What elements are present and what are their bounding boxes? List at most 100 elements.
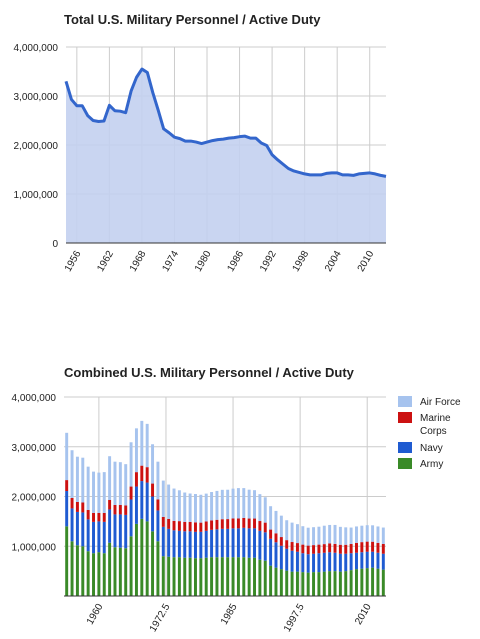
chart2-bar-marine-corps: [151, 483, 155, 497]
chart2-bar-navy: [188, 531, 192, 558]
chart2-bar-army: [140, 518, 144, 596]
chart2-bar-marine-corps: [312, 545, 316, 554]
chart2-bar-air-force: [312, 527, 316, 546]
chart2-bar-navy: [279, 545, 283, 570]
chart2-bar-navy: [199, 531, 203, 559]
chart2-bar-air-force: [65, 432, 69, 481]
chart1-x-tick-label: 1986: [226, 249, 247, 274]
chart2-bar-navy: [338, 553, 342, 572]
chart2-bar-army: [328, 571, 332, 596]
chart2-bar-marine-corps: [263, 522, 267, 533]
chart2-bar-air-force: [274, 510, 278, 534]
chart1-y-tick-label: 0: [52, 239, 58, 250]
chart2-bar-marine-corps: [338, 544, 342, 554]
chart2-bar-navy: [183, 531, 187, 558]
chart2-bar-air-force: [210, 492, 214, 521]
chart2-bar-air-force: [355, 526, 358, 543]
chart2-bar-air-force: [86, 466, 90, 510]
chart2-bar-air-force: [381, 527, 385, 544]
chart2-bar-army: [285, 570, 289, 596]
chart2-bar-army: [145, 521, 149, 596]
chart2-bar-marine-corps: [65, 480, 69, 492]
chart2-bar-marine-corps: [253, 518, 256, 529]
chart2-bar-marine-corps: [134, 472, 138, 487]
chart2-bar-marine-corps: [113, 504, 117, 515]
chart2-y-tick-label: 3,000,000: [12, 443, 57, 454]
chart2-bar-air-force: [188, 493, 192, 522]
chart2-bar-marine-corps: [328, 543, 332, 553]
chart2-bar-army: [210, 557, 214, 596]
chart2-bar-army: [376, 568, 380, 596]
chart1-x-tick-label: 1974: [160, 249, 181, 274]
chart2-bar-air-force: [75, 456, 79, 502]
chart2-bar-army: [231, 557, 235, 596]
chart2-bar-army: [306, 572, 310, 596]
chart2-bar-air-force: [118, 462, 122, 505]
chart2-bar-army: [258, 559, 262, 596]
chart2-bar-navy: [118, 514, 122, 548]
chart1-x-tick-label: 1962: [95, 249, 116, 274]
chart2-bar-navy: [204, 530, 208, 558]
chart2-bar-navy: [355, 552, 358, 570]
chart2-bar-navy: [236, 528, 240, 558]
chart2-bar-marine-corps: [188, 521, 192, 532]
chart2-bar-marine-corps: [220, 519, 224, 529]
chart2-bar-navy: [231, 528, 235, 558]
chart2-bar-army: [183, 557, 187, 596]
chart2-bar-marine-corps: [236, 518, 240, 529]
chart2-bar-marine-corps: [118, 504, 122, 515]
chart2-bar-army: [247, 557, 251, 596]
chart2-bar-navy: [226, 528, 230, 558]
chart2-bar-air-force: [242, 488, 246, 518]
chart2-bar-army: [65, 526, 69, 596]
chart2-bar-marine-corps: [194, 522, 197, 532]
chart2-bar-marine-corps: [226, 519, 230, 529]
chart2-legend-swatch: [398, 396, 412, 407]
chart1-y-tick-label: 3,000,000: [14, 92, 59, 103]
chart2-legend-swatch: [398, 442, 412, 453]
chart2-bar-navy: [102, 521, 106, 554]
chart2-bar-navy: [220, 528, 224, 558]
chart2-bar-air-force: [145, 423, 149, 468]
chart2-bar-air-force: [151, 444, 155, 484]
chart2-bar-army: [129, 536, 133, 596]
chart2-bar-navy: [215, 529, 219, 558]
chart2-bar-marine-corps: [258, 521, 262, 531]
chart1-x-tick-label: 1956: [63, 249, 84, 274]
chart2-bar-army: [134, 523, 138, 596]
chart2-bar-air-force: [258, 494, 262, 522]
chart2-bar-air-force: [199, 494, 203, 523]
chart2-bar-navy: [65, 491, 69, 527]
chart2-bar-marine-corps: [279, 537, 283, 546]
chart2-bar-marine-corps: [349, 543, 353, 554]
chart2-bar-air-force: [81, 457, 85, 503]
chart2-legend-label: Air Force: [420, 397, 461, 408]
chart2-bar-marine-corps: [295, 543, 299, 552]
chart2-bar-navy: [81, 512, 85, 547]
chart2-bar-navy: [70, 508, 74, 542]
chart2-bar-air-force: [263, 497, 267, 523]
chart2-bar-marine-corps: [172, 520, 176, 531]
chart2-title: Combined U.S. Military Personnel / Activ…: [64, 365, 354, 380]
chart2-bar-army: [215, 557, 219, 596]
chart2-bar-air-force: [338, 526, 342, 545]
chart2-legend-swatch: [398, 412, 412, 423]
chart2-bar-army: [97, 552, 101, 596]
chart2-bar-air-force: [371, 525, 375, 542]
chart2-bar-army: [118, 547, 122, 596]
chart2-bar-navy: [161, 526, 165, 557]
chart2-bar-army: [274, 567, 278, 596]
chart2-y-tick-label: 4,000,000: [12, 393, 57, 404]
chart2-bar-navy: [312, 553, 316, 573]
chart2-bar-army: [317, 572, 321, 596]
chart2-bar-air-force: [220, 489, 224, 520]
chart2-bar-air-force: [253, 490, 256, 519]
chart2-bar-marine-corps: [145, 467, 149, 483]
chart1-x-tick-label: 1992: [258, 249, 279, 274]
chart2-bar-marine-corps: [75, 501, 79, 512]
chart2-bar-air-force: [92, 471, 95, 513]
chart2-bar-navy: [247, 528, 251, 558]
chart2-bar-air-force: [290, 522, 294, 543]
chart2-bar-air-force: [349, 527, 353, 544]
chart2-bar-marine-corps: [81, 502, 85, 513]
